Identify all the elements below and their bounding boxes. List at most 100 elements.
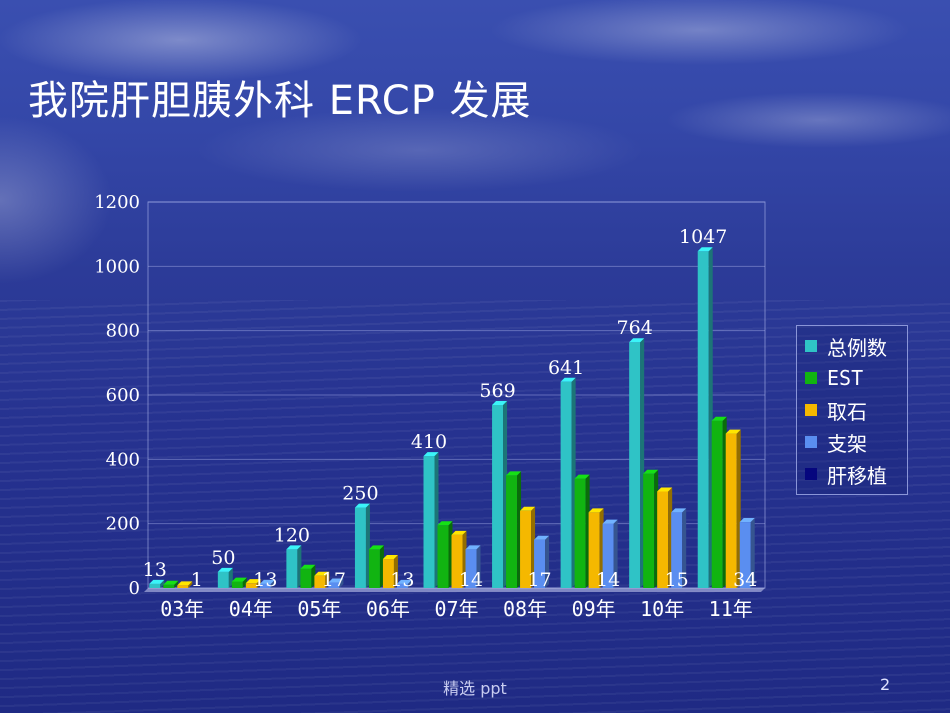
background-sky [0,0,950,300]
bar [259,583,271,588]
y-tick-label: 1000 [94,256,140,277]
bar-top [423,452,439,457]
chart-legend: 总例数 EST 取石 支架 肝移植 [796,325,908,495]
data-label: 410 [411,431,447,453]
data-label: 17 [322,569,346,591]
background-sea [0,300,950,713]
bar-top [534,535,550,540]
legend-item-liver-transplant: 肝移植 [805,460,887,488]
bar-top [396,579,412,584]
data-label: 1 [191,569,203,591]
bar-top [163,580,179,585]
bar [163,584,175,588]
x-tick-label: 10年 [640,597,684,621]
slide-footer: 精选 ppt [443,679,507,698]
bar-side [270,579,275,588]
legend-item-stent: 支架 [805,428,867,456]
bar-top [643,469,659,474]
bar-top [574,474,590,479]
bar-top [560,377,576,382]
legend-label-stent: 支架 [827,431,867,456]
data-label: 50 [211,547,235,569]
bar-top [506,471,522,476]
bar-top [354,503,370,508]
legend-label-stone: 取石 [827,399,867,424]
bar [354,507,366,588]
bar-top [465,545,481,550]
bar [574,478,586,588]
x-tick-label: 04年 [229,597,273,621]
bar-side [242,577,247,588]
chart-floor [144,588,765,592]
bar-side [188,581,193,588]
bar-top [286,545,302,550]
bar-top [328,578,344,583]
x-tick-label: 06年 [366,597,410,621]
bar-side [160,579,165,588]
bar [739,522,751,588]
bar-top [520,506,536,511]
bar [314,575,326,588]
bar-top [711,416,727,421]
data-label: 13 [143,559,167,581]
x-tick-label: 09年 [572,597,616,621]
bar-side [393,555,398,588]
bar [286,549,298,588]
bar-top [671,508,687,513]
bar [245,583,257,588]
legend-swatch-liver-transplant [805,468,817,480]
bar-side [339,578,344,588]
bar-side [613,519,618,588]
data-label: 120 [274,524,310,546]
x-tick-label: 08年 [503,597,547,621]
bar-side [174,580,179,588]
y-tick-label: 400 [106,449,140,470]
bar-top [177,581,193,586]
bar-top [231,577,247,582]
data-label: 17 [527,569,551,591]
bar [300,568,312,588]
bar-top [451,530,467,535]
bar-top [368,545,384,550]
bar [382,559,394,588]
bar [520,510,532,588]
x-tick-label: 03年 [160,597,204,621]
slide-title: 我院肝胆胰外科 ERCP 发展 [28,78,532,124]
bar-top [602,519,618,524]
bar-top [725,429,741,434]
bar [396,583,408,588]
bar-top [382,555,398,560]
bar [231,581,243,588]
bar-side [682,508,687,588]
bar-side [545,535,550,588]
bar [643,473,655,588]
legend-item-total: 总例数 [805,332,887,360]
bar-top [697,247,713,252]
data-label: 34 [733,569,757,591]
bar [629,342,641,588]
bar [711,420,723,588]
data-label: 15 [665,569,689,591]
bar [492,404,504,588]
bar [602,523,614,588]
legend-swatch-est [805,372,817,384]
bar [560,381,572,588]
data-label: 250 [342,483,378,505]
bar-top [492,400,508,405]
bar-side [476,545,481,588]
bar-top [314,571,330,576]
bar-top [437,521,453,526]
page-number: 2 [880,675,891,694]
legend-label-est: EST [827,366,864,390]
legend-swatch-stone [805,404,817,416]
legend-label-total: 总例数 [827,335,887,360]
legend-item-stone: 取石 [805,396,867,424]
data-label: 14 [596,569,620,591]
bar [328,582,340,588]
data-label: 641 [548,357,584,379]
bar [217,571,229,588]
data-label: 764 [617,317,653,339]
y-tick-label: 1200 [94,192,140,213]
x-tick-label: 11年 [709,597,753,621]
